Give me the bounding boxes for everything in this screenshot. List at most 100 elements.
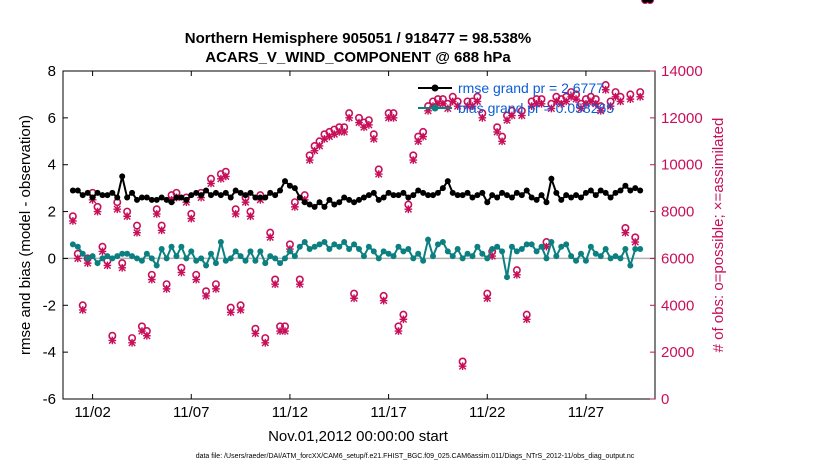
obs-assimilated-marker bbox=[547, 104, 556, 113]
obs-assimilated-marker bbox=[152, 210, 161, 218]
bias-point bbox=[612, 253, 619, 260]
rmse-point bbox=[129, 189, 136, 196]
obs-assimilated-marker bbox=[226, 308, 235, 317]
bias-point bbox=[375, 255, 382, 262]
obs-assimilated-marker bbox=[478, 114, 487, 122]
obs-assimilated-marker bbox=[217, 174, 225, 183]
obs-assimilated-marker bbox=[596, 106, 605, 115]
bias-point bbox=[94, 260, 101, 267]
rmse-point bbox=[252, 194, 259, 201]
bias-point bbox=[84, 255, 91, 262]
bias-point bbox=[143, 250, 150, 257]
obs-assimilated-marker bbox=[419, 132, 427, 141]
obs-assimilated-marker bbox=[591, 99, 600, 108]
bias-point bbox=[617, 255, 624, 262]
rmse-point bbox=[203, 187, 210, 194]
obs-assimilated-marker bbox=[236, 306, 245, 314]
rmse-point bbox=[74, 187, 81, 194]
obs-assimilated-marker bbox=[335, 128, 344, 136]
obs-assimilated-marker bbox=[557, 99, 566, 108]
bias-point bbox=[548, 239, 555, 246]
rmse-point bbox=[237, 189, 244, 196]
bias-point bbox=[538, 243, 545, 250]
bias-point bbox=[513, 248, 520, 255]
bias-point bbox=[395, 243, 402, 250]
y-tick-label: -4 bbox=[43, 344, 56, 361]
rmse-point bbox=[217, 192, 224, 199]
rmse-point bbox=[484, 199, 491, 206]
rmse-point bbox=[208, 192, 214, 199]
bias-point bbox=[331, 241, 338, 248]
rmse-point bbox=[573, 192, 580, 199]
y-tick-label: 8 bbox=[48, 63, 56, 80]
rmse-point bbox=[469, 194, 476, 201]
rmse-point bbox=[617, 187, 624, 194]
bias-point bbox=[356, 246, 362, 253]
rmse-point bbox=[528, 194, 535, 201]
obs-assimilated-marker bbox=[69, 217, 77, 225]
obs-assimilated-marker bbox=[350, 294, 358, 303]
rmse-point bbox=[247, 189, 254, 196]
rmse-point bbox=[134, 196, 140, 203]
obs-assimilated-marker bbox=[616, 97, 625, 106]
bias-point bbox=[267, 253, 274, 260]
rmse-point bbox=[518, 192, 525, 199]
obs-assimilated-marker bbox=[143, 331, 151, 340]
rmse-point bbox=[642, 0, 649, 3]
rmse-point bbox=[587, 187, 594, 194]
rmse-point bbox=[286, 182, 293, 189]
rmse-point bbox=[439, 185, 446, 192]
rmse-point bbox=[385, 189, 392, 196]
rmse-point bbox=[94, 189, 101, 196]
bias-point bbox=[528, 241, 535, 248]
y-tick-label: -6 bbox=[43, 391, 56, 408]
y-tick-label: 4 bbox=[48, 157, 56, 174]
obs-assimilated-marker bbox=[305, 156, 314, 164]
obs-assimilated-marker bbox=[522, 315, 531, 324]
obs-assimilated-marker bbox=[439, 99, 447, 108]
bias-point bbox=[104, 253, 111, 260]
rmse-point bbox=[346, 196, 353, 203]
rmse-point bbox=[415, 187, 422, 194]
plot-frame bbox=[62, 70, 656, 400]
obs-assimilated-marker bbox=[73, 254, 82, 263]
chart-title: Northern Hemisphere 905051 / 918477 = 98… bbox=[185, 30, 531, 47]
rmse-point bbox=[454, 192, 461, 199]
bias-point bbox=[573, 257, 580, 264]
rmse-point bbox=[602, 189, 609, 196]
bias-point bbox=[262, 260, 269, 267]
data-file-footer: data file: /Users/raeder/DAI/ATM_forcXX/… bbox=[196, 453, 635, 460]
obs-assimilated-marker bbox=[138, 327, 146, 335]
obs-assimilated-marker bbox=[399, 315, 408, 324]
obs-assimilated-marker bbox=[93, 207, 102, 216]
bias-point bbox=[400, 248, 407, 255]
rmse-point bbox=[504, 192, 510, 199]
legend-label: rmse grand pr = 2.6777 bbox=[458, 80, 604, 96]
rmse-point bbox=[553, 189, 560, 196]
chart-subtitle: ACARS_V_WIND_COMPONENT @ 688 hPa bbox=[205, 49, 511, 66]
rmse-point bbox=[612, 189, 619, 196]
rmse-point bbox=[301, 199, 308, 206]
bias-point bbox=[504, 274, 510, 281]
bias-point bbox=[622, 246, 629, 253]
bias-point bbox=[173, 253, 180, 260]
bias-point bbox=[247, 248, 254, 255]
rmse-point bbox=[198, 192, 205, 199]
rmse-point bbox=[365, 192, 372, 199]
rmse-point bbox=[148, 196, 155, 203]
bias-point bbox=[227, 255, 234, 262]
bias-point bbox=[336, 243, 343, 250]
bias-point bbox=[138, 257, 145, 264]
obs-assimilated-marker bbox=[162, 285, 171, 293]
obs-assimilated-marker bbox=[527, 102, 536, 110]
obs-assimilated-marker bbox=[212, 285, 220, 293]
obs-assimilated-marker bbox=[113, 205, 122, 214]
rmse-point bbox=[262, 194, 269, 201]
obs-assimilated-marker bbox=[517, 111, 526, 120]
obs-assimilated-marker bbox=[513, 270, 521, 279]
obs-assimilated-marker bbox=[118, 263, 127, 272]
rmse-point bbox=[119, 173, 126, 180]
bias-point bbox=[434, 241, 441, 248]
bias-point bbox=[449, 253, 456, 260]
